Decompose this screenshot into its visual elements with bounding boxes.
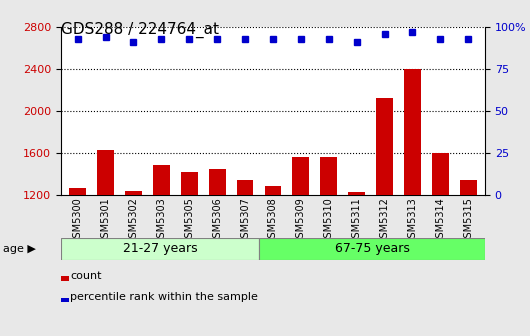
Text: GSM5305: GSM5305 (184, 197, 195, 244)
Text: GSM5300: GSM5300 (73, 197, 83, 244)
FancyBboxPatch shape (259, 238, 485, 260)
Text: 67-75 years: 67-75 years (334, 243, 409, 255)
Bar (125, 191, 142, 321)
Text: GSM5309: GSM5309 (296, 197, 306, 244)
Text: GSM5307: GSM5307 (240, 197, 250, 244)
Text: GSM5311: GSM5311 (351, 197, 361, 244)
Bar (237, 180, 253, 321)
Text: GSM5301: GSM5301 (101, 197, 111, 244)
Bar (320, 157, 337, 321)
Text: GSM5314: GSM5314 (435, 197, 445, 244)
Text: GSM5312: GSM5312 (379, 197, 390, 244)
Text: GSM5313: GSM5313 (408, 197, 418, 244)
Bar (97, 150, 114, 321)
Bar (181, 172, 198, 321)
Bar (348, 192, 365, 321)
Bar (153, 166, 170, 321)
Bar (264, 186, 281, 321)
Bar (404, 69, 421, 321)
Bar (376, 98, 393, 321)
Text: percentile rank within the sample: percentile rank within the sample (70, 292, 258, 302)
Text: GSM5310: GSM5310 (324, 197, 334, 244)
Text: GSM5306: GSM5306 (212, 197, 222, 244)
Bar (432, 153, 449, 321)
Bar (69, 187, 86, 321)
Text: GSM5308: GSM5308 (268, 197, 278, 244)
FancyBboxPatch shape (61, 238, 259, 260)
Text: GSM5303: GSM5303 (156, 197, 166, 244)
Bar (293, 157, 309, 321)
Text: count: count (70, 270, 102, 281)
Text: GDS288 / 224764_at: GDS288 / 224764_at (61, 22, 219, 38)
Bar (209, 169, 226, 321)
Text: GSM5302: GSM5302 (128, 197, 138, 244)
Text: GSM5315: GSM5315 (463, 197, 473, 244)
Text: age ▶: age ▶ (3, 244, 36, 254)
Bar (460, 180, 476, 321)
Text: 21-27 years: 21-27 years (122, 243, 197, 255)
